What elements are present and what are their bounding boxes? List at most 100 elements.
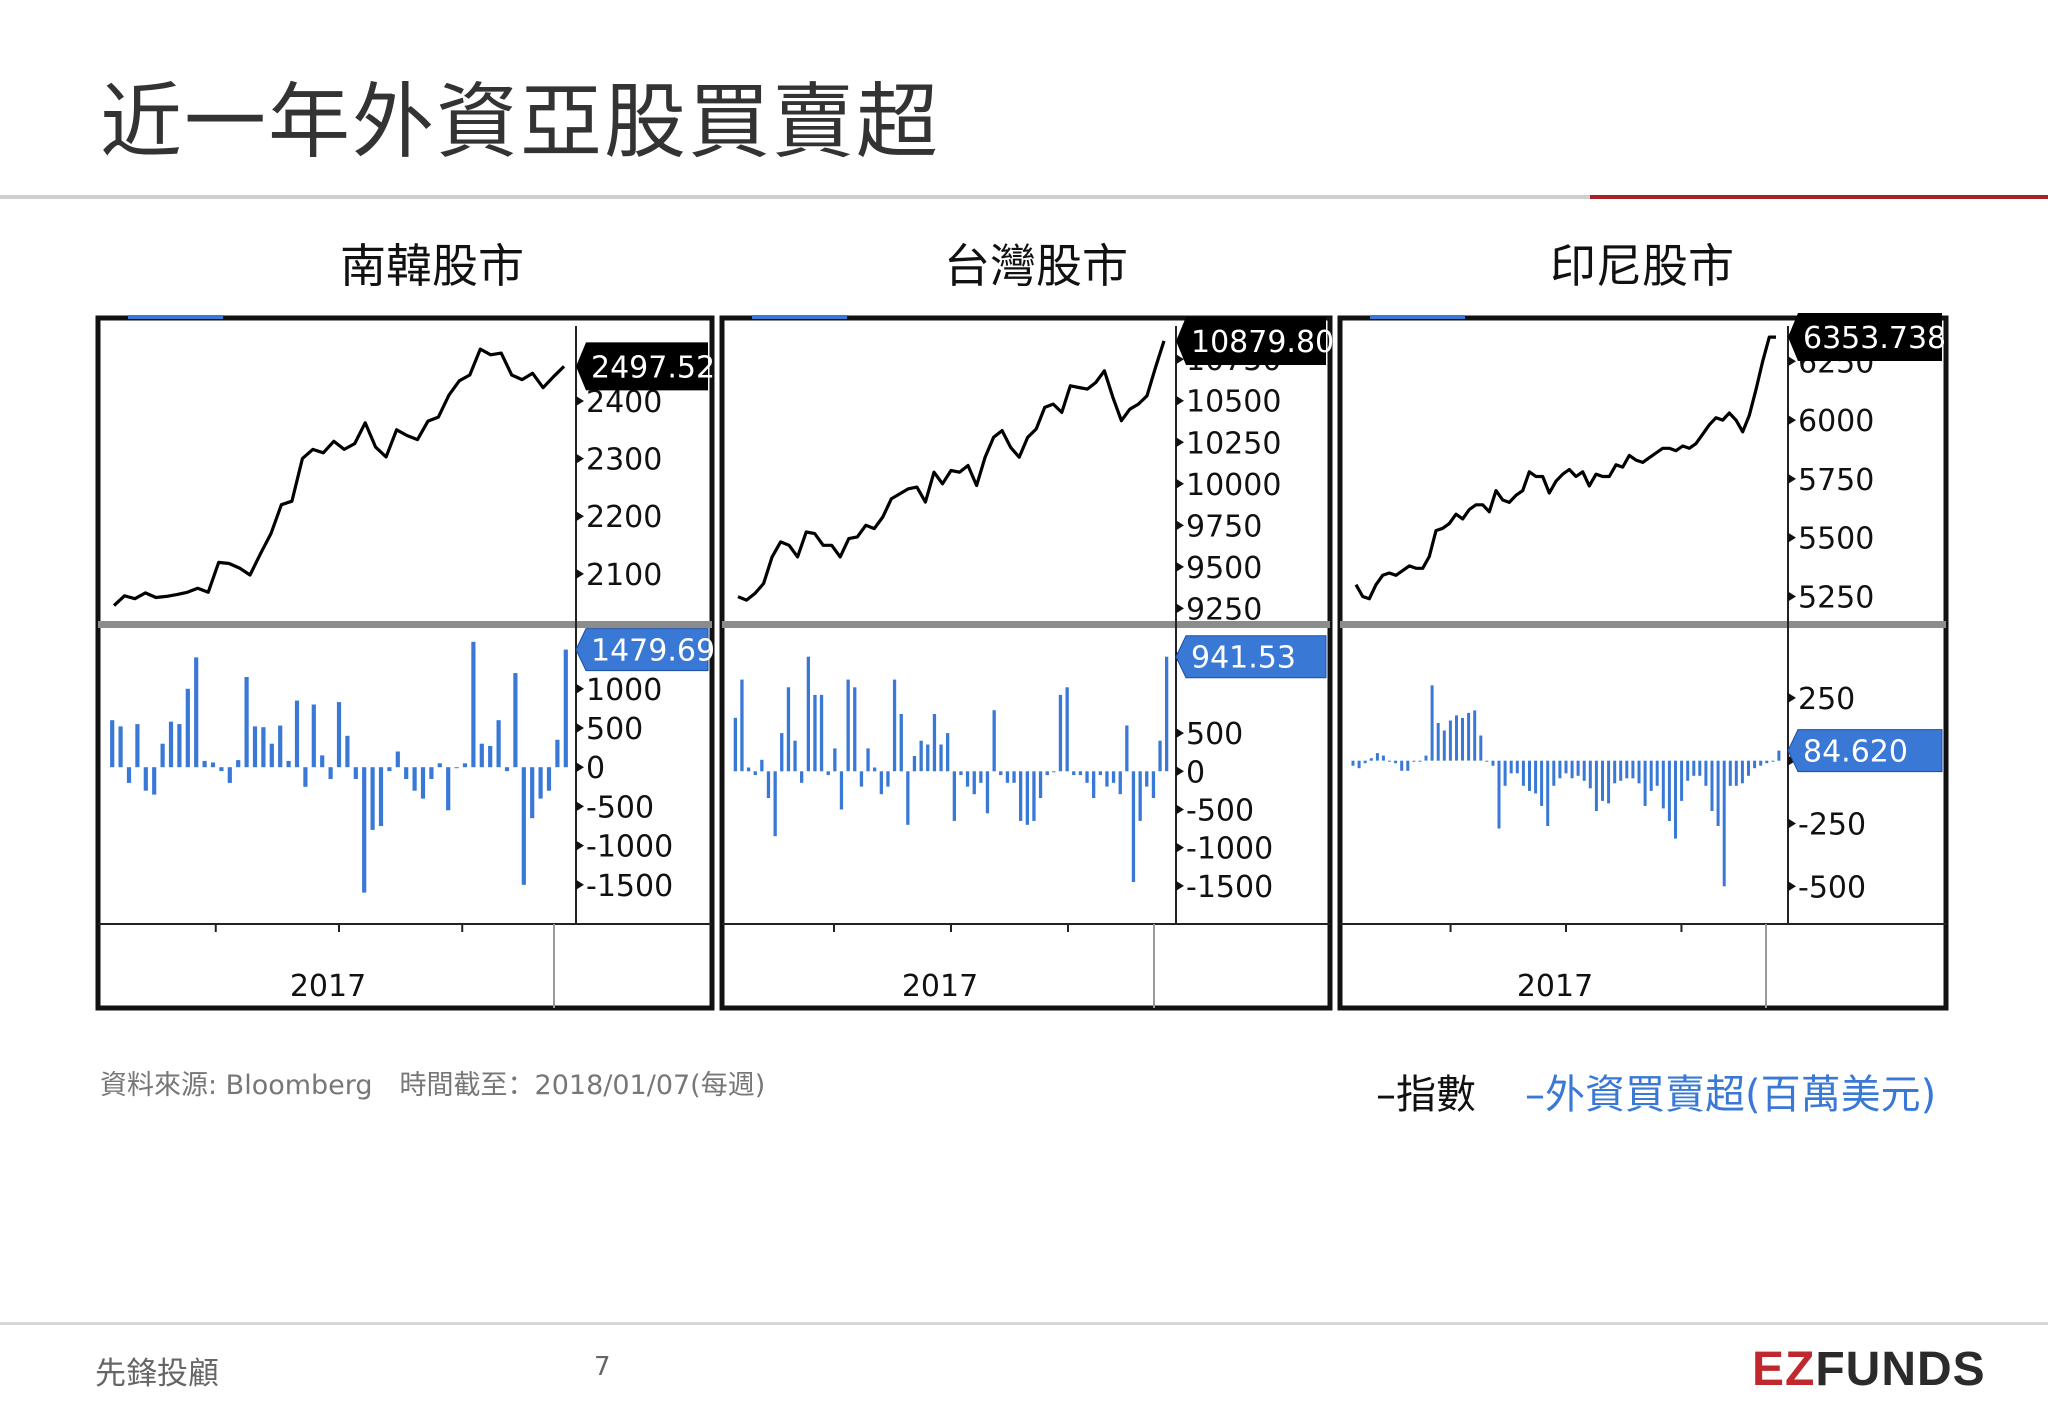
flow-bar	[1032, 771, 1036, 821]
flow-bar	[437, 763, 442, 768]
y-tick	[576, 395, 584, 406]
flow-bar	[733, 717, 737, 772]
flow-last-value-label: 941.53	[1175, 635, 1327, 679]
flow-bar	[926, 744, 930, 772]
y-tick	[1176, 766, 1184, 777]
flow-bar	[1038, 771, 1043, 798]
flow-bar	[1528, 760, 1531, 791]
y-tick	[1176, 520, 1184, 531]
flow-last-value-tag	[575, 628, 709, 672]
flow-bar	[538, 767, 543, 799]
flow-bar	[126, 767, 132, 783]
flow-bar	[1045, 771, 1049, 776]
flow-bar	[1388, 760, 1391, 762]
y-tick	[576, 840, 584, 851]
flow-bar	[1105, 771, 1109, 787]
index-tick-label: 10000	[1186, 468, 1281, 503]
flow-bar	[1138, 771, 1142, 821]
y-tick	[576, 801, 584, 812]
flow-bar	[311, 704, 316, 768]
flow-bar	[1552, 760, 1556, 786]
flow-bar	[1667, 760, 1671, 821]
page-title: 近一年外資亞股買賣超	[100, 75, 941, 170]
flow-bar	[1509, 760, 1513, 774]
flow-bar	[286, 760, 291, 768]
y-tick	[1788, 473, 1796, 484]
flow-bar	[1534, 760, 1538, 794]
flow-bar	[786, 687, 791, 772]
flow-bar	[1722, 760, 1726, 887]
index-tick-label: 10250	[1186, 426, 1281, 461]
y-tick	[1788, 881, 1796, 892]
flow-bar	[278, 725, 283, 768]
flow-bar	[1655, 760, 1659, 786]
flow-tick-label: -1500	[1186, 870, 1273, 905]
flow-bar	[1424, 755, 1428, 761]
flow-bar	[873, 767, 877, 772]
flow-tick-label: 500	[1186, 717, 1243, 752]
flow-bar	[999, 771, 1003, 776]
flow-bar	[919, 740, 923, 772]
flow-bar	[773, 771, 777, 837]
ezfunds-logo: EZFUNDS	[1752, 1342, 1986, 1397]
y-tick	[576, 879, 584, 890]
flow-bar	[1098, 771, 1102, 776]
flow-bar	[269, 743, 274, 768]
flow-bar	[143, 767, 148, 791]
flow-bar	[1467, 712, 1471, 761]
flow-bar	[1558, 760, 1562, 779]
y-tick	[576, 683, 584, 694]
flow-bar	[227, 767, 232, 783]
panel-separator	[98, 621, 712, 628]
flow-bar	[813, 694, 817, 772]
flow-bar	[521, 767, 526, 885]
flow-bar	[177, 724, 182, 768]
flow-bar	[1085, 771, 1089, 783]
flow-tick-label: 500	[586, 712, 643, 747]
y-tick	[1788, 818, 1796, 829]
flow-bar	[1357, 760, 1361, 769]
flow-bar	[1631, 760, 1635, 779]
flow-bar	[429, 767, 434, 779]
y-tick	[1788, 692, 1796, 703]
flow-bar	[1698, 760, 1702, 776]
flow-bar	[1118, 771, 1122, 795]
flow-bar	[1165, 656, 1169, 772]
index-tick-label: 5500	[1798, 522, 1874, 557]
logo-ez: EZ	[1752, 1343, 1816, 1396]
y-tick	[1176, 395, 1184, 406]
flow-bar	[965, 771, 970, 787]
flow-bar	[979, 771, 983, 783]
index-tick-label: 9500	[1186, 551, 1262, 586]
flow-bar	[446, 767, 451, 811]
flow-bar	[1582, 760, 1586, 781]
flow-bar	[1406, 760, 1410, 771]
chart-title-korea: 南韓股市	[340, 239, 524, 293]
flow-bar	[404, 767, 409, 779]
index-tick-label: 6000	[1798, 404, 1874, 439]
flow-bar	[1704, 760, 1708, 786]
y-tick	[1176, 880, 1184, 891]
flow-bar	[1025, 771, 1029, 825]
source-note: 資料來源: Bloomberg 時間截至：2018/01/07(每週)	[100, 1070, 766, 1101]
flow-bar	[336, 702, 342, 768]
flow-bar	[462, 763, 468, 768]
flow-bar	[513, 673, 518, 768]
flow-bar	[1072, 771, 1076, 776]
flow-bar	[1430, 685, 1434, 761]
flow-bar	[244, 677, 249, 768]
flow-bar	[1394, 760, 1398, 764]
flow-tick-label: -500	[1798, 870, 1866, 905]
flow-bar	[303, 767, 308, 787]
flow-bar	[1455, 715, 1458, 761]
flow-bar	[833, 748, 837, 772]
y-tick	[1788, 532, 1796, 543]
logo-funds: FUNDS	[1815, 1343, 1986, 1396]
y-tick	[1176, 804, 1184, 815]
flow-bar	[1637, 760, 1641, 784]
y-tick	[1176, 603, 1184, 614]
flow-bar	[1065, 687, 1069, 772]
flow-bar	[471, 641, 476, 768]
y-tick	[576, 762, 584, 773]
flow-bar	[1613, 760, 1617, 784]
